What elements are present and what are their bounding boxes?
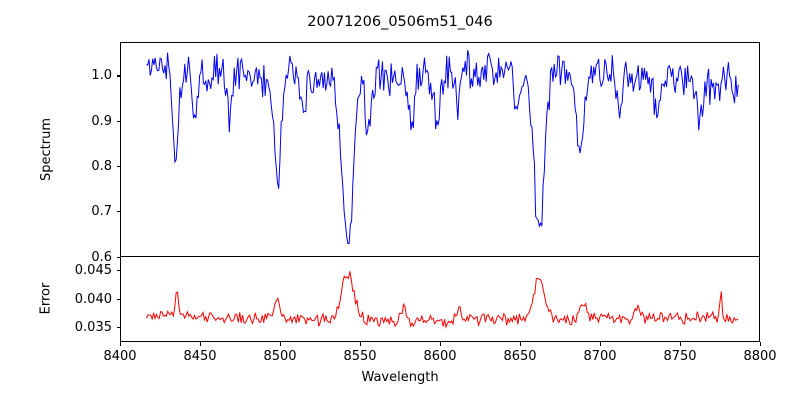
x-axis-label: Wavelength — [361, 370, 439, 385]
x-tick-label: 8550 — [343, 349, 377, 364]
y-tick-label: 0.7 — [91, 204, 112, 220]
error-plot-panel — [120, 256, 760, 342]
x-tick-mark — [359, 342, 361, 346]
x-tick-mark — [599, 342, 601, 346]
y-tick-label: 0.035 — [74, 320, 112, 336]
x-tick-mark — [439, 342, 441, 346]
x-tick-label: 8600 — [423, 349, 457, 364]
y-tick-mark — [116, 211, 120, 213]
y-tick-label: 1.0 — [91, 68, 112, 84]
x-tick-label: 8800 — [743, 349, 777, 364]
y-tick-mark — [116, 120, 120, 122]
x-tick-label: 8750 — [663, 349, 697, 364]
page-title: 20071206_0506m51_046 — [307, 14, 493, 30]
x-tick-label: 8500 — [263, 349, 297, 364]
spectrum-plot-panel — [120, 42, 760, 257]
y-tick-mark — [116, 327, 120, 329]
x-tick-mark — [279, 342, 281, 346]
x-tick-mark — [119, 342, 121, 346]
x-tick-mark — [519, 342, 521, 346]
y-tick-label: 0.8 — [91, 158, 112, 174]
y-tick-label: 0.040 — [74, 291, 112, 307]
error-line-chart — [121, 257, 759, 341]
x-tick-mark — [679, 342, 681, 346]
y-tick-mark — [116, 269, 120, 271]
error-y-axis-label: Error — [38, 282, 54, 315]
y-tick-label: 0.6 — [91, 249, 112, 265]
y-tick-label: 0.9 — [91, 113, 112, 129]
y-tick-mark — [116, 75, 120, 77]
spectrum-y-axis-label: Spectrum — [38, 117, 54, 181]
y-tick-mark — [116, 256, 120, 258]
x-tick-mark — [199, 342, 201, 346]
x-tick-label: 8400 — [103, 349, 137, 364]
y-tick-mark — [116, 298, 120, 300]
spectrum-line-chart — [121, 43, 759, 257]
y-tick-mark — [116, 165, 120, 168]
x-tick-label: 8700 — [583, 349, 617, 364]
x-tick-label: 8450 — [183, 349, 217, 364]
x-tick-mark — [759, 342, 761, 346]
y-tick-label: 0.045 — [74, 262, 112, 278]
x-tick-label: 8650 — [503, 349, 537, 364]
